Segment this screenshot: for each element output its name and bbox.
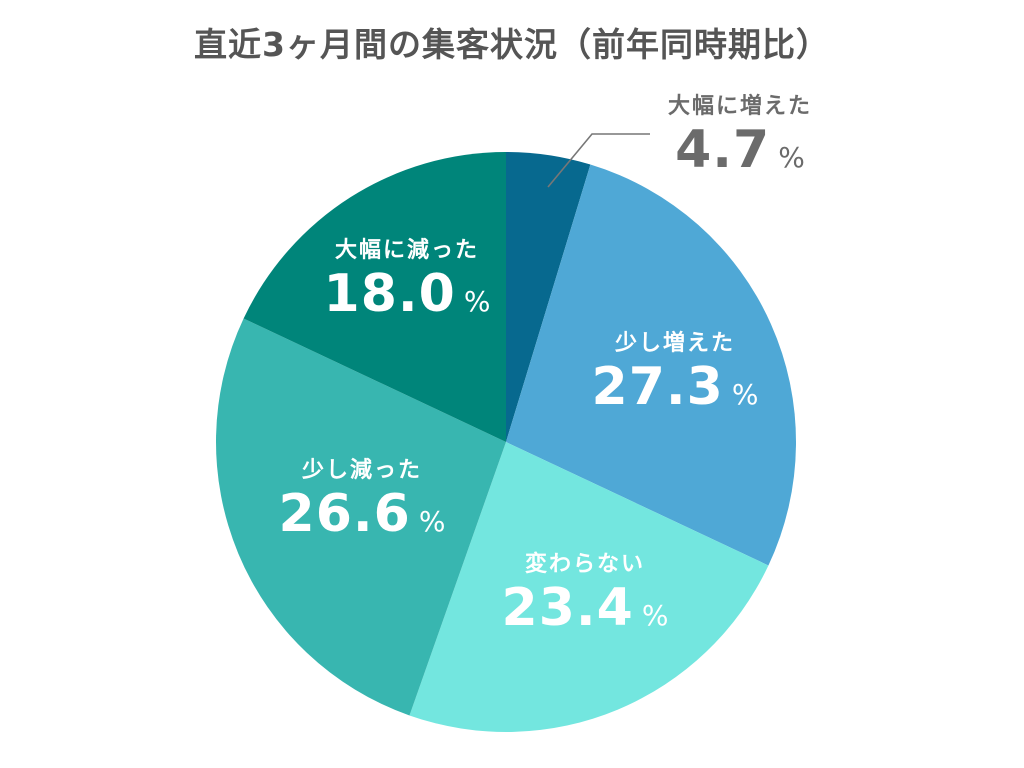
pie-slice xyxy=(506,164,797,566)
label-slight-increase: 少し増えた 27.3% xyxy=(585,325,765,417)
label-unit: % xyxy=(641,599,669,632)
label-value: 26.6 xyxy=(278,484,411,544)
pie-slice xyxy=(506,152,591,442)
label-category: 変わらない xyxy=(524,552,645,577)
pie-slices xyxy=(216,152,797,732)
label-unit: % xyxy=(418,505,446,538)
label-slight-decrease: 少し減った 26.6% xyxy=(272,452,452,544)
label-category: 大幅に増えた xyxy=(667,94,812,119)
label-category: 少し減った xyxy=(301,458,422,483)
label-value: 27.3 xyxy=(591,357,724,417)
label-category: 少し増えた xyxy=(614,331,735,356)
label-unit: % xyxy=(463,285,491,318)
chart-title: 直近3ヶ月間の集客状況（前年同時期比） xyxy=(194,25,830,64)
pie-slice xyxy=(243,152,506,442)
label-category: 大幅に減った xyxy=(334,238,479,263)
pie-slice xyxy=(409,442,769,732)
label-no-change: 変わらない 23.4% xyxy=(495,546,675,638)
label-value: 23.4 xyxy=(501,578,634,638)
label-unit: % xyxy=(778,141,805,174)
label-value: 4.7 xyxy=(675,120,771,180)
label-large-increase: 大幅に増えた 4.7% xyxy=(655,88,825,180)
leader-line xyxy=(547,133,650,188)
label-large-decrease: 大幅に減った 18.0% xyxy=(312,232,502,324)
pie-slice xyxy=(216,318,507,716)
label-unit: % xyxy=(731,378,759,411)
label-value: 18.0 xyxy=(323,264,456,324)
